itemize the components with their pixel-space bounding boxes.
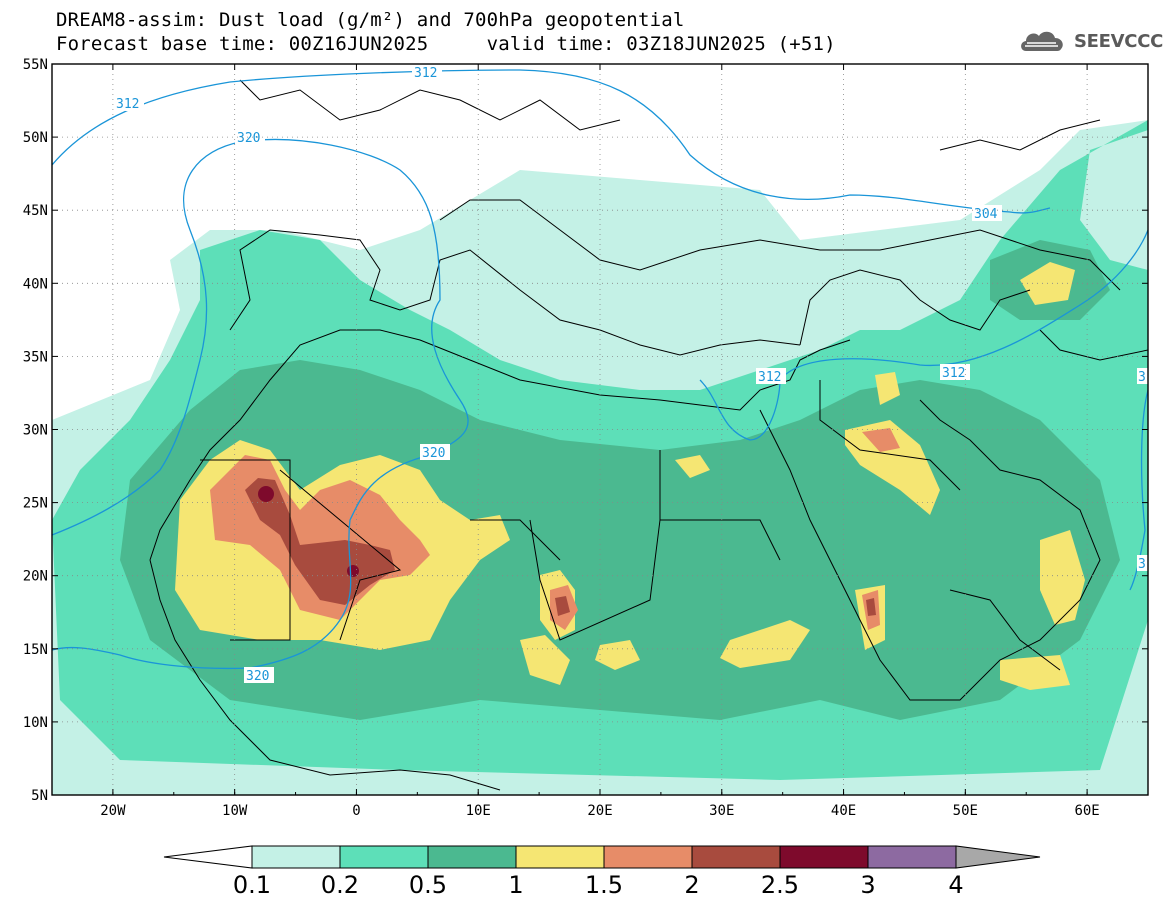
- lat-label: 25N: [23, 496, 48, 512]
- colorbar-label: 3: [860, 871, 875, 899]
- cloud-icon: [1021, 31, 1063, 51]
- coastlines: [149, 79, 1148, 791]
- lat-label: 55N: [23, 57, 48, 73]
- colorbar-label: 2: [684, 871, 699, 899]
- lat-label: 40N: [23, 276, 48, 292]
- lat-label: 10N: [23, 715, 48, 731]
- longitude-labels: 20W 10W 0 10E 20E 30E 40E 50E 60E: [100, 803, 1100, 819]
- colorbar-swatch: [691, 845, 781, 869]
- lon-label: 20E: [587, 803, 612, 819]
- lat-label: 15N: [23, 642, 48, 658]
- latitude-labels: 55N 50N 45N 40N 35N 30N 25N 20N 15N 10N 5N: [23, 57, 48, 804]
- forecast-times: Forecast base time: 00Z16JUN2025 valid t…: [56, 33, 836, 55]
- geopotential-contours: [52, 69, 1148, 670]
- colorbar-label: 1.5: [585, 871, 623, 899]
- contour-labels: 312 312 320 304 312 312 320 320 3 3: [114, 64, 1148, 684]
- colorbar-label: 1: [508, 871, 523, 899]
- colorbar-label: 0.2: [321, 871, 359, 899]
- seevccc-logo: SEEVCCC: [1018, 26, 1163, 56]
- contour-label: 312: [758, 370, 781, 385]
- contour-label: 312: [414, 66, 437, 81]
- contour-label: 320: [237, 131, 260, 146]
- contour-label: 312: [116, 97, 139, 112]
- colorbar-swatch: [515, 845, 605, 869]
- colorbar-swatch: [339, 845, 429, 869]
- colorbar-label: 2.5: [761, 871, 799, 899]
- contour-label: 304: [974, 207, 998, 222]
- map-gridlines: [52, 64, 1148, 795]
- lat-label: 50N: [23, 130, 48, 146]
- lon-label: 20W: [100, 803, 126, 819]
- colorbar-swatch: [779, 845, 869, 869]
- lat-label: 5N: [31, 788, 48, 804]
- lon-label: 10E: [466, 803, 491, 819]
- map-title: DREAM8-assim: Dust load (g/m²) and 700hP…: [56, 9, 685, 31]
- lat-label: 30N: [23, 423, 48, 439]
- colorbar-label: 0.5: [409, 871, 447, 899]
- colorbar-swatch: [427, 845, 517, 869]
- contour-label: 320: [422, 446, 445, 461]
- lon-label: 50E: [953, 803, 978, 819]
- lon-label: 10W: [222, 803, 248, 819]
- colorbar-swatch: [867, 845, 957, 869]
- lon-label: 30E: [709, 803, 734, 819]
- contour-label: 3: [1138, 370, 1146, 385]
- lon-label: 60E: [1074, 803, 1099, 819]
- logo-text: SEEVCCC: [1074, 30, 1164, 52]
- lat-label: 45N: [23, 203, 48, 219]
- colorbar-label: 4: [948, 871, 963, 899]
- contour-label: 320: [246, 669, 269, 684]
- lon-label: 0: [352, 803, 360, 819]
- colorbar-high-arrow: [955, 845, 1041, 869]
- colorbar-low-arrow: [163, 845, 253, 869]
- lat-label: 35N: [23, 349, 48, 365]
- contour-label: 312: [942, 366, 965, 381]
- colorbar-label: 0.1: [233, 871, 271, 899]
- colorbar-swatch: [251, 845, 341, 869]
- lat-label: 20N: [23, 569, 48, 585]
- contour-label: 3: [1138, 557, 1146, 572]
- lon-label: 40E: [831, 803, 856, 819]
- colorbar: 0.1 0.2 0.5 1 1.5 2 2.5 3 4: [163, 845, 1041, 899]
- dust-area-2.5: [258, 486, 274, 502]
- colorbar-swatch: [603, 845, 693, 869]
- axis-ticks: [51, 63, 1149, 796]
